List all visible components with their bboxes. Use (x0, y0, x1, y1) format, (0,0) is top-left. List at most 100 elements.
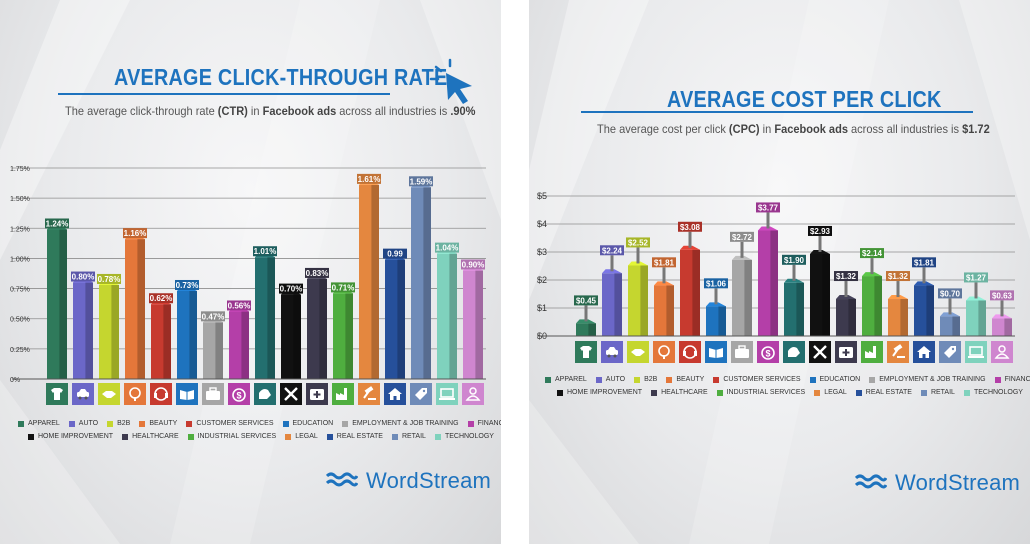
data-label: 1.01% (254, 247, 277, 256)
legend-swatch (326, 433, 333, 440)
bar-education: $1.06 (704, 278, 728, 336)
bar-travel-hospitality: $0.63 (990, 290, 1014, 336)
headset-icon (679, 341, 701, 363)
bar-side (770, 230, 778, 336)
legend-item: B2B (107, 420, 130, 427)
legend-item: Beauty (139, 420, 177, 427)
data-label-bg (678, 221, 702, 232)
y-tick-label: 1.75% (10, 166, 30, 173)
bar-retail: $0.70 (938, 288, 962, 336)
data-label-bg (964, 272, 988, 283)
bar-travel-hospitality: 0.90% (461, 259, 485, 379)
data-label-bg (357, 173, 381, 184)
bar-side (189, 290, 197, 379)
legend-label: Real Estate (336, 433, 383, 440)
svg-text:$: $ (765, 349, 770, 359)
data-label: 0.73% (176, 281, 199, 290)
icon-box (332, 383, 354, 405)
bar-apparel: 1.24% (45, 218, 69, 379)
bar-side (744, 259, 752, 336)
bar-technology: $1.27 (964, 272, 988, 336)
data-label: 1.61% (358, 175, 381, 184)
legend-label: Technology (973, 389, 1023, 396)
legend-label: Finance & Insurance (477, 420, 501, 427)
bar-retail: 1.59% (409, 176, 433, 379)
legend-swatch (809, 376, 816, 383)
legend-swatch (139, 420, 146, 427)
wordstream-logo: WordStream (326, 468, 491, 494)
y-tick-label: 0.50% (10, 317, 30, 324)
data-label-bg (97, 273, 121, 284)
bar-side (423, 187, 431, 379)
bar-side (137, 239, 145, 379)
legend-label: Beauty (676, 376, 705, 383)
bar-side (267, 257, 275, 379)
icon-box (653, 341, 675, 363)
bar-technology: 1.04% (435, 242, 459, 379)
data-label: 1.59% (410, 177, 433, 186)
traveler-icon (991, 341, 1013, 363)
y-tick-label: 1.25% (10, 226, 30, 233)
data-label: 1.24% (46, 219, 69, 228)
icon-box (965, 341, 987, 363)
data-label: $1.32 (888, 272, 909, 281)
legend-swatch (68, 420, 75, 427)
data-label: $0.70 (940, 289, 961, 298)
cpc-legend: Apparel Auto B2B Beauty Customer Services Edu… (545, 376, 1030, 402)
legend-label: Home Improvement (567, 389, 643, 396)
y-tick-label: $3 (537, 247, 547, 257)
bar-auto: 0.80% (71, 271, 95, 379)
data-label-bg (730, 231, 754, 242)
legend-swatch (651, 389, 658, 396)
bar-side (319, 278, 327, 379)
brand-name: WordStream (366, 468, 492, 493)
bar-side (475, 270, 483, 379)
car-icon (72, 383, 94, 405)
bar-side (397, 259, 405, 379)
briefcase-icon (731, 341, 753, 363)
icon-box (228, 383, 250, 405)
handshake-icon (627, 341, 649, 363)
legend-item: Healthcare (651, 389, 708, 396)
legend-item: Legal (285, 433, 318, 440)
data-label-bg (704, 278, 728, 289)
data-label: $0.63 (992, 291, 1013, 300)
data-label-bg (279, 283, 303, 294)
legend-label: Finance & Insurance (1004, 376, 1030, 383)
legend-label: Legal (295, 433, 318, 440)
legend-label: Employment & Job Training (879, 376, 986, 383)
gavel-icon (358, 383, 380, 405)
legend-label: Home Improvement (38, 433, 114, 440)
factory-icon (861, 341, 883, 363)
legend-swatch (869, 376, 876, 383)
legend-swatch (634, 376, 641, 383)
flexed-arm-icon (783, 341, 805, 363)
legend-item: Industrial Services (716, 389, 806, 396)
legend-item: Healthcare (122, 433, 179, 440)
bar-b-b: $2.52 (626, 237, 650, 336)
data-label-bg (201, 311, 225, 322)
bar-fitness: 1.01% (253, 246, 277, 379)
cpc-panel: AVERAGE COST PER CLICK The average cost … (529, 0, 1030, 544)
legend-item: Auto (595, 376, 625, 383)
bar-healthcare: $1.32 (834, 271, 858, 336)
legend-swatch (963, 389, 970, 396)
money-bag-icon: $ (228, 383, 250, 405)
data-label: $1.06 (706, 279, 727, 288)
legend-swatch (282, 420, 289, 427)
legend-swatch (187, 433, 194, 440)
bar-side (952, 316, 960, 336)
legend-label: B2B (644, 376, 658, 383)
price-tag-icon (939, 341, 961, 363)
data-label: 0.80% (72, 273, 95, 282)
data-label-bg (938, 288, 962, 299)
bar-healthcare: 0.83% (305, 267, 329, 379)
legend-label: Healthcare (132, 433, 179, 440)
chart-title: AVERAGE COST PER CLICK (667, 86, 942, 112)
bar-auto: $2.24 (600, 245, 624, 336)
legend-swatch (186, 420, 193, 427)
chart-subtitle: The average click-through rate (CTR) in … (65, 104, 476, 118)
legend-label: Industrial Services (726, 389, 806, 396)
bar-beauty: $1.81 (652, 257, 676, 336)
data-label-bg (227, 300, 251, 311)
